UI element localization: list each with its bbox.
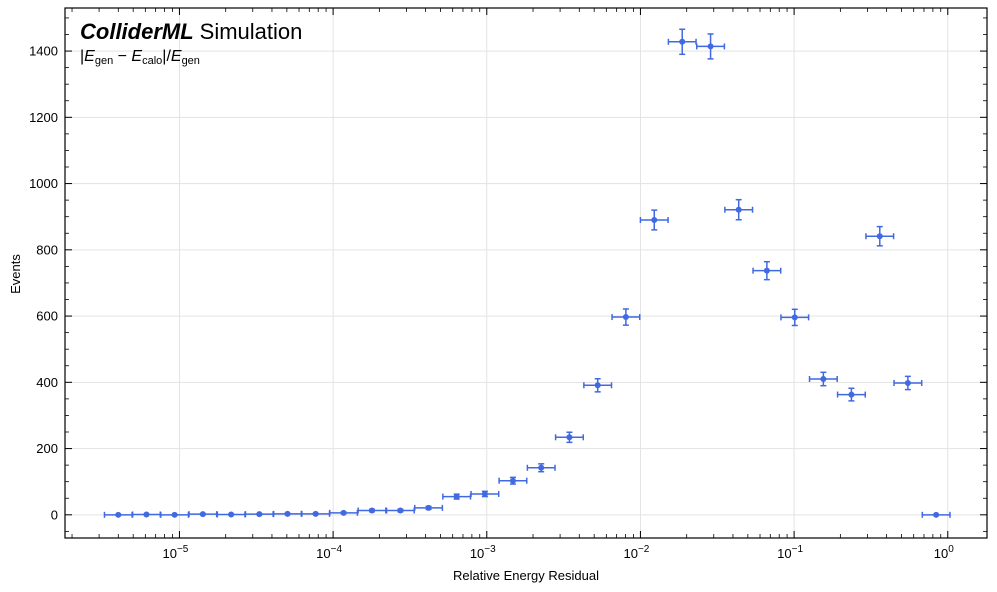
x-tick-label: 10−1: [777, 544, 803, 561]
x-tick-label: 10−4: [316, 544, 342, 561]
data-marker: [707, 43, 714, 50]
data-point: [808, 371, 838, 387]
data-marker: [820, 376, 827, 382]
y-axis-label: Events: [8, 254, 23, 294]
data-marker: [735, 206, 742, 213]
data-point: [893, 375, 923, 391]
data-point: [103, 511, 133, 518]
data-marker: [481, 490, 488, 497]
data-marker: [228, 511, 235, 518]
data-point: [160, 511, 190, 518]
data-marker: [199, 511, 206, 518]
data-point: [188, 511, 218, 518]
data-point: [921, 511, 951, 518]
data-point: [752, 260, 782, 281]
brand-subtitle: Simulation: [200, 19, 303, 44]
data-marker: [876, 233, 883, 240]
data-marker: [651, 217, 658, 223]
residual-formula: |Egen − Ecalo|/Egen: [80, 48, 200, 67]
data-point: [695, 33, 726, 60]
data-marker: [904, 379, 911, 386]
data-point: [611, 308, 641, 326]
y-tick-label: 0: [51, 507, 58, 522]
data-point: [442, 493, 472, 500]
data-marker: [340, 509, 347, 516]
y-tick-label: 800: [36, 242, 58, 257]
data-marker: [397, 507, 404, 514]
data-point: [131, 511, 162, 518]
data-markers: [103, 28, 951, 518]
data-point: [413, 504, 444, 511]
data-marker: [848, 391, 855, 398]
data-marker: [425, 504, 432, 511]
data-marker: [171, 511, 178, 518]
grid-lines: [65, 8, 987, 538]
y-tick-label: 1400: [29, 44, 58, 59]
y-tick-label: 1000: [29, 176, 58, 191]
x-axis-ticks: 10−5 10−4 10−3 10−2 10−1 100: [163, 8, 954, 561]
data-marker: [933, 511, 940, 518]
x-tick-label: 10−2: [624, 544, 650, 561]
y-tick-label: 600: [36, 309, 58, 324]
data-point: [272, 510, 303, 517]
data-marker: [566, 434, 573, 441]
x-tick-label: 10−3: [470, 544, 496, 561]
data-point: [667, 28, 697, 56]
data-point: [724, 198, 754, 221]
data-marker: [679, 38, 686, 45]
brand-title: ColliderML: [80, 19, 194, 44]
y-axis-ticks: 0 200 400 600 800 1000 1200 1400: [29, 44, 987, 522]
data-marker: [284, 510, 291, 517]
x-axis-label: Relative Energy Residual: [453, 568, 599, 583]
data-marker: [538, 464, 545, 471]
data-marker: [594, 382, 601, 389]
plot-frame: [64, 7, 988, 539]
data-point: [216, 511, 246, 518]
data-marker: [256, 511, 263, 518]
data-point: [639, 209, 669, 231]
y-tick-label: 400: [36, 375, 58, 390]
data-point: [357, 507, 387, 514]
data-marker: [791, 314, 798, 321]
data-marker: [115, 511, 122, 518]
data-marker: [368, 507, 375, 514]
data-marker: [143, 511, 150, 518]
data-marker: [622, 314, 629, 321]
minor-ticks: [65, 8, 987, 538]
data-point: [301, 510, 331, 517]
data-point: [583, 377, 613, 393]
y-tick-label: 200: [36, 441, 58, 456]
x-tick-label: 100: [934, 544, 954, 561]
data-point: [244, 511, 274, 518]
data-point: [836, 387, 866, 402]
data-point: [385, 507, 415, 514]
data-marker: [763, 267, 770, 274]
data-marker: [509, 477, 516, 484]
data-point: [865, 225, 895, 247]
x-tick-label: 10−5: [163, 544, 189, 561]
data-point: [498, 476, 528, 485]
chart-title: ColliderML Simulation: [80, 19, 302, 44]
data-marker: [312, 510, 319, 517]
data-marker: [453, 493, 460, 500]
data-point: [526, 463, 556, 473]
data-point: [554, 431, 584, 444]
data-point: [470, 490, 500, 498]
y-tick-label: 1200: [29, 110, 58, 125]
data-point: [780, 308, 810, 327]
